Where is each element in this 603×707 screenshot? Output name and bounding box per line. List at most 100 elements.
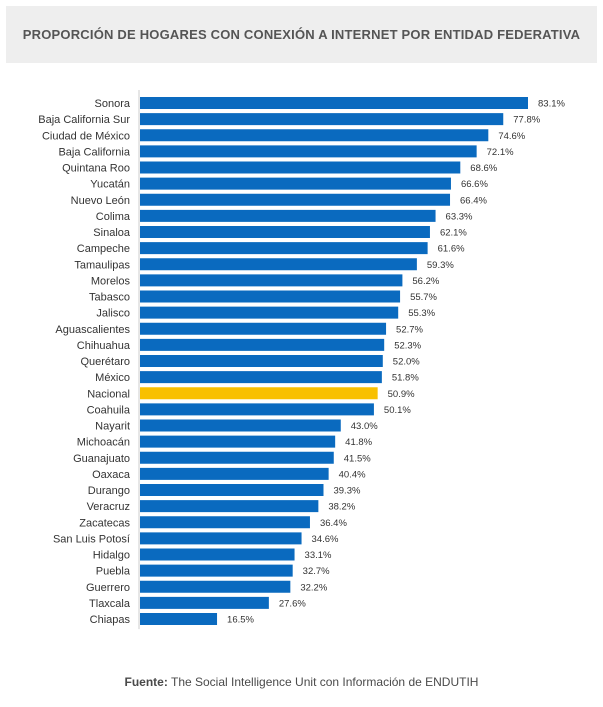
bar — [140, 258, 417, 271]
value-label: 61.6% — [438, 244, 465, 255]
category-label: Chiapas — [90, 614, 131, 626]
bar — [140, 161, 461, 174]
bar — [140, 177, 451, 190]
category-label: Campeche — [77, 243, 130, 255]
category-label: Oaxaca — [92, 469, 131, 481]
category-label: Chihuahua — [77, 340, 131, 352]
bar — [140, 532, 302, 545]
value-label: 34.6% — [312, 534, 339, 545]
bar — [140, 338, 385, 351]
value-label: 66.6% — [461, 179, 488, 190]
category-label: Durango — [88, 485, 130, 497]
value-label: 41.5% — [344, 453, 371, 464]
value-label: 50.9% — [388, 389, 415, 400]
bar — [140, 467, 329, 480]
value-label: 62.1% — [440, 228, 467, 239]
bar — [140, 226, 430, 238]
chart-title: PROPORCIÓN DE HOGARES CON CONEXIÓN A INT… — [22, 27, 581, 42]
category-label: Baja California Sur — [38, 114, 130, 126]
category-label: Ciudad de México — [42, 130, 130, 142]
source-label: Fuente: — [124, 675, 168, 689]
category-label: Puebla — [96, 566, 131, 578]
value-label: 43.0% — [351, 421, 378, 432]
source-note: Fuente: The Social Intelligence Unit con… — [0, 675, 603, 689]
bar — [140, 322, 387, 335]
bar — [140, 500, 319, 513]
bar — [140, 355, 383, 367]
bar — [140, 242, 428, 255]
value-label: 83.1% — [538, 99, 565, 110]
value-label: 50.1% — [384, 405, 411, 416]
category-label: Aguascalientes — [55, 324, 130, 336]
category-label: Guanajuato — [73, 453, 130, 465]
value-label: 52.3% — [394, 340, 421, 351]
category-label: Nacional — [87, 388, 130, 400]
category-label: Sinaloa — [93, 227, 131, 239]
bar — [140, 371, 382, 384]
category-label: Nuevo León — [71, 195, 130, 207]
bar — [140, 306, 399, 319]
category-label: Tabasco — [89, 292, 130, 304]
value-label: 36.4% — [320, 518, 347, 529]
bar — [140, 403, 374, 416]
category-label: Guerrero — [86, 582, 130, 594]
category-label: Zacatecas — [79, 517, 130, 529]
bar — [140, 97, 528, 109]
value-label: 56.2% — [412, 276, 439, 287]
category-label: Colima — [96, 211, 131, 223]
category-label: Yucatán — [90, 179, 130, 191]
value-label: 74.6% — [498, 131, 525, 142]
bar — [140, 548, 295, 561]
category-label: Hidalgo — [93, 550, 130, 562]
value-label: 32.2% — [300, 582, 327, 593]
category-label: San Luis Potosí — [53, 533, 130, 545]
value-label: 39.3% — [333, 486, 360, 497]
category-label: Coahuila — [87, 404, 131, 416]
value-label: 63.3% — [446, 211, 473, 222]
value-label: 55.7% — [410, 292, 437, 303]
category-label: Veracruz — [87, 501, 130, 513]
category-label: Morelos — [91, 275, 131, 287]
bar — [140, 564, 293, 577]
value-label: 55.3% — [408, 308, 435, 319]
value-label: 66.4% — [460, 195, 487, 206]
source-text: The Social Intelligence Unit con Informa… — [170, 675, 479, 689]
bar — [140, 516, 310, 529]
value-label: 41.8% — [345, 437, 372, 448]
value-label: 72.1% — [487, 147, 514, 158]
category-label: Baja California — [58, 146, 130, 158]
value-label: 59.3% — [427, 260, 454, 271]
value-label: 32.7% — [303, 566, 330, 577]
bar — [140, 484, 324, 496]
bar — [140, 113, 504, 126]
value-label: 38.2% — [328, 502, 355, 513]
category-label: Quintana Roo — [62, 163, 130, 175]
bar — [140, 419, 341, 432]
bar — [140, 290, 401, 303]
category-label: Querétaro — [80, 356, 130, 368]
bar-highlight — [140, 387, 378, 400]
value-label: 51.8% — [392, 373, 419, 384]
bar — [140, 613, 218, 625]
value-label: 77.8% — [513, 115, 540, 126]
value-label: 52.0% — [393, 357, 420, 368]
value-label: 52.7% — [396, 324, 423, 335]
category-label: Sonora — [95, 98, 131, 110]
category-label: Nayarit — [95, 421, 130, 433]
bar — [140, 451, 334, 464]
bar — [140, 145, 477, 158]
value-label: 27.6% — [279, 598, 306, 609]
bar — [140, 580, 291, 593]
category-label: Michoacán — [77, 437, 130, 449]
title-band: PROPORCIÓN DE HOGARES CON CONEXIÓN A INT… — [6, 6, 597, 63]
bar — [140, 596, 269, 609]
bar — [140, 129, 489, 142]
category-label: Tamaulipas — [74, 259, 130, 271]
bar-chart: Sonora 83.1% Baja California Sur 77.8% Ciuda… — [38, 90, 565, 630]
category-label: Tlaxcala — [89, 598, 131, 610]
category-label: Jalisco — [96, 308, 130, 320]
bar — [140, 274, 403, 287]
value-label: 68.6% — [470, 163, 497, 174]
bar — [140, 209, 436, 222]
value-label: 33.1% — [305, 550, 332, 561]
